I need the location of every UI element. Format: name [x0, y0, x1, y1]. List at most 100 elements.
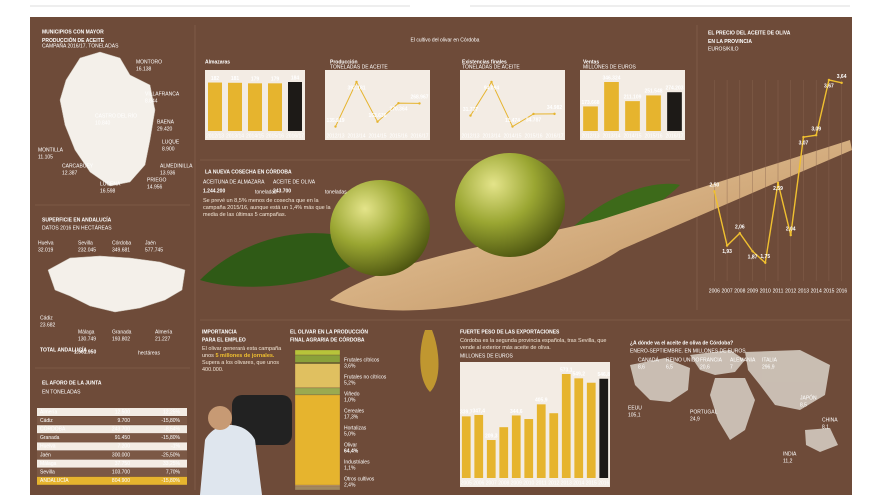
cordoba-map: [59, 51, 156, 187]
country-name: FRANCIA: [700, 357, 723, 363]
segment-name: Viñedo: [344, 391, 360, 397]
place-name: MONTILLA: [38, 147, 64, 153]
table-row: [37, 433, 187, 442]
segment-name: Olivar: [344, 442, 357, 448]
point: [553, 112, 556, 116]
andalucia-map: [47, 255, 186, 313]
place-name: Granada: [112, 329, 132, 335]
place-name: CASTRO DEL RÍO: [95, 112, 137, 119]
label: EN TONELADAS: [42, 389, 81, 395]
place-value: 10.840: [95, 120, 111, 126]
country-value: 8,1: [822, 424, 829, 430]
point: [376, 120, 379, 123]
bar: [549, 413, 559, 478]
country-name: ALEMANIA: [730, 357, 756, 363]
section-title: Almazaras: [205, 59, 230, 65]
point: [802, 135, 805, 139]
x-tick-label: 2016: [836, 288, 847, 294]
country-value: 11,2: [783, 458, 793, 464]
x-tick-label: 2008: [498, 480, 509, 486]
section-title: SUPERFICIE EN ANDALUCÍA: [42, 215, 112, 223]
value-label: 179: [251, 77, 260, 83]
x-tick-label: 2012/13: [326, 133, 344, 139]
table-row: [37, 459, 187, 468]
value-label: 182: [211, 76, 220, 82]
bar: [461, 416, 471, 478]
point: [789, 233, 792, 237]
x-tick-label: 2007: [722, 288, 733, 294]
x-tick-label: 2012/13: [461, 133, 479, 139]
value-label: 1,87: [748, 255, 758, 261]
chart-bg: [460, 362, 610, 487]
value-label: 209,3: [485, 433, 498, 439]
value-label: 2,50: [709, 183, 719, 189]
label: TOTAL ANDALUCÍA: [40, 345, 87, 353]
point: [827, 78, 831, 82]
table-cell: -1%: [171, 444, 180, 450]
stack-segment: [294, 387, 341, 396]
leaf: [570, 183, 680, 230]
section-title: IMPORTANCIA: [202, 329, 237, 335]
value-label: 3,09: [811, 127, 821, 133]
x-tick-label: 2014/15: [246, 133, 264, 139]
place-name: PRIEGO: [147, 177, 167, 183]
stack-segment: [294, 363, 341, 389]
value-label: 173.668: [581, 100, 599, 106]
value-label: 347,4: [472, 408, 485, 414]
segment-label: 5,0%: [344, 431, 356, 437]
x-tick-label: 2015/16: [389, 133, 407, 139]
worker-head: [208, 406, 232, 430]
section-title: LA NUEVA COSECHA EN CÓRDOBA: [205, 167, 292, 175]
x-tick-label: 2009: [747, 288, 758, 294]
place-value: 130.749: [78, 336, 96, 342]
place-name: Jaén: [145, 240, 156, 246]
x-tick-label: 2016/17: [545, 133, 563, 139]
harvest-value: 243.700: [273, 188, 291, 194]
table-cell: 12.500: [115, 409, 131, 415]
value-label: 405,9: [535, 398, 548, 404]
place-name: LUCENA: [100, 181, 121, 187]
label: CAMPAÑA 2016/17. TONELADAS: [42, 42, 119, 49]
segment-label: 17,3%: [344, 414, 359, 420]
bar: [599, 378, 609, 478]
x-tick-label: 2013/14: [482, 133, 500, 139]
country-name: JAPÓN: [800, 394, 817, 401]
value-label: 251.548: [644, 89, 662, 95]
place-name: Córdoba: [112, 240, 131, 246]
bar: [486, 440, 496, 478]
value-label: 3,07: [799, 140, 809, 146]
point: [355, 80, 358, 84]
table-cell: 804.900: [112, 478, 130, 484]
x-tick-label: 2006: [473, 480, 484, 486]
bar: [646, 95, 661, 131]
value-label: 34.982: [547, 105, 563, 111]
stack-segment: [294, 484, 341, 487]
value-label: 211.109: [624, 94, 642, 100]
label: TONELADAS DE ACEITE: [330, 64, 388, 70]
section-title: FINAL AGRARIA DE CÓRDOBA: [290, 335, 365, 343]
value-label: 34.787: [526, 117, 542, 123]
world-map: [630, 350, 838, 452]
segment-name: Frutales no cítricos: [344, 374, 387, 380]
unit: toneladas: [255, 189, 277, 195]
label: MILLONES DE EUROS: [460, 353, 513, 359]
x-tick-label: 2010: [523, 480, 534, 486]
americas-shape: [630, 358, 690, 402]
point: [713, 190, 716, 193]
table-cell: Jaén: [40, 452, 51, 458]
asia-shape: [745, 350, 830, 410]
section-title: EL PRECIO DEL ACEITE DE OLIVA: [708, 30, 791, 36]
value-label: 31.777: [463, 107, 479, 113]
stack-segment: [294, 486, 341, 491]
place-name: MONTORO: [136, 59, 162, 65]
x-tick-label: 2008: [734, 288, 745, 294]
section-title: EL AFORO DE LA JUNTA: [42, 380, 102, 386]
table-row: [37, 468, 187, 477]
olive: [330, 180, 430, 276]
x-tick-label: 2012: [548, 480, 559, 486]
place-value: 8.900: [162, 146, 175, 152]
oceania-shape: [805, 428, 838, 452]
worker: [200, 425, 262, 495]
